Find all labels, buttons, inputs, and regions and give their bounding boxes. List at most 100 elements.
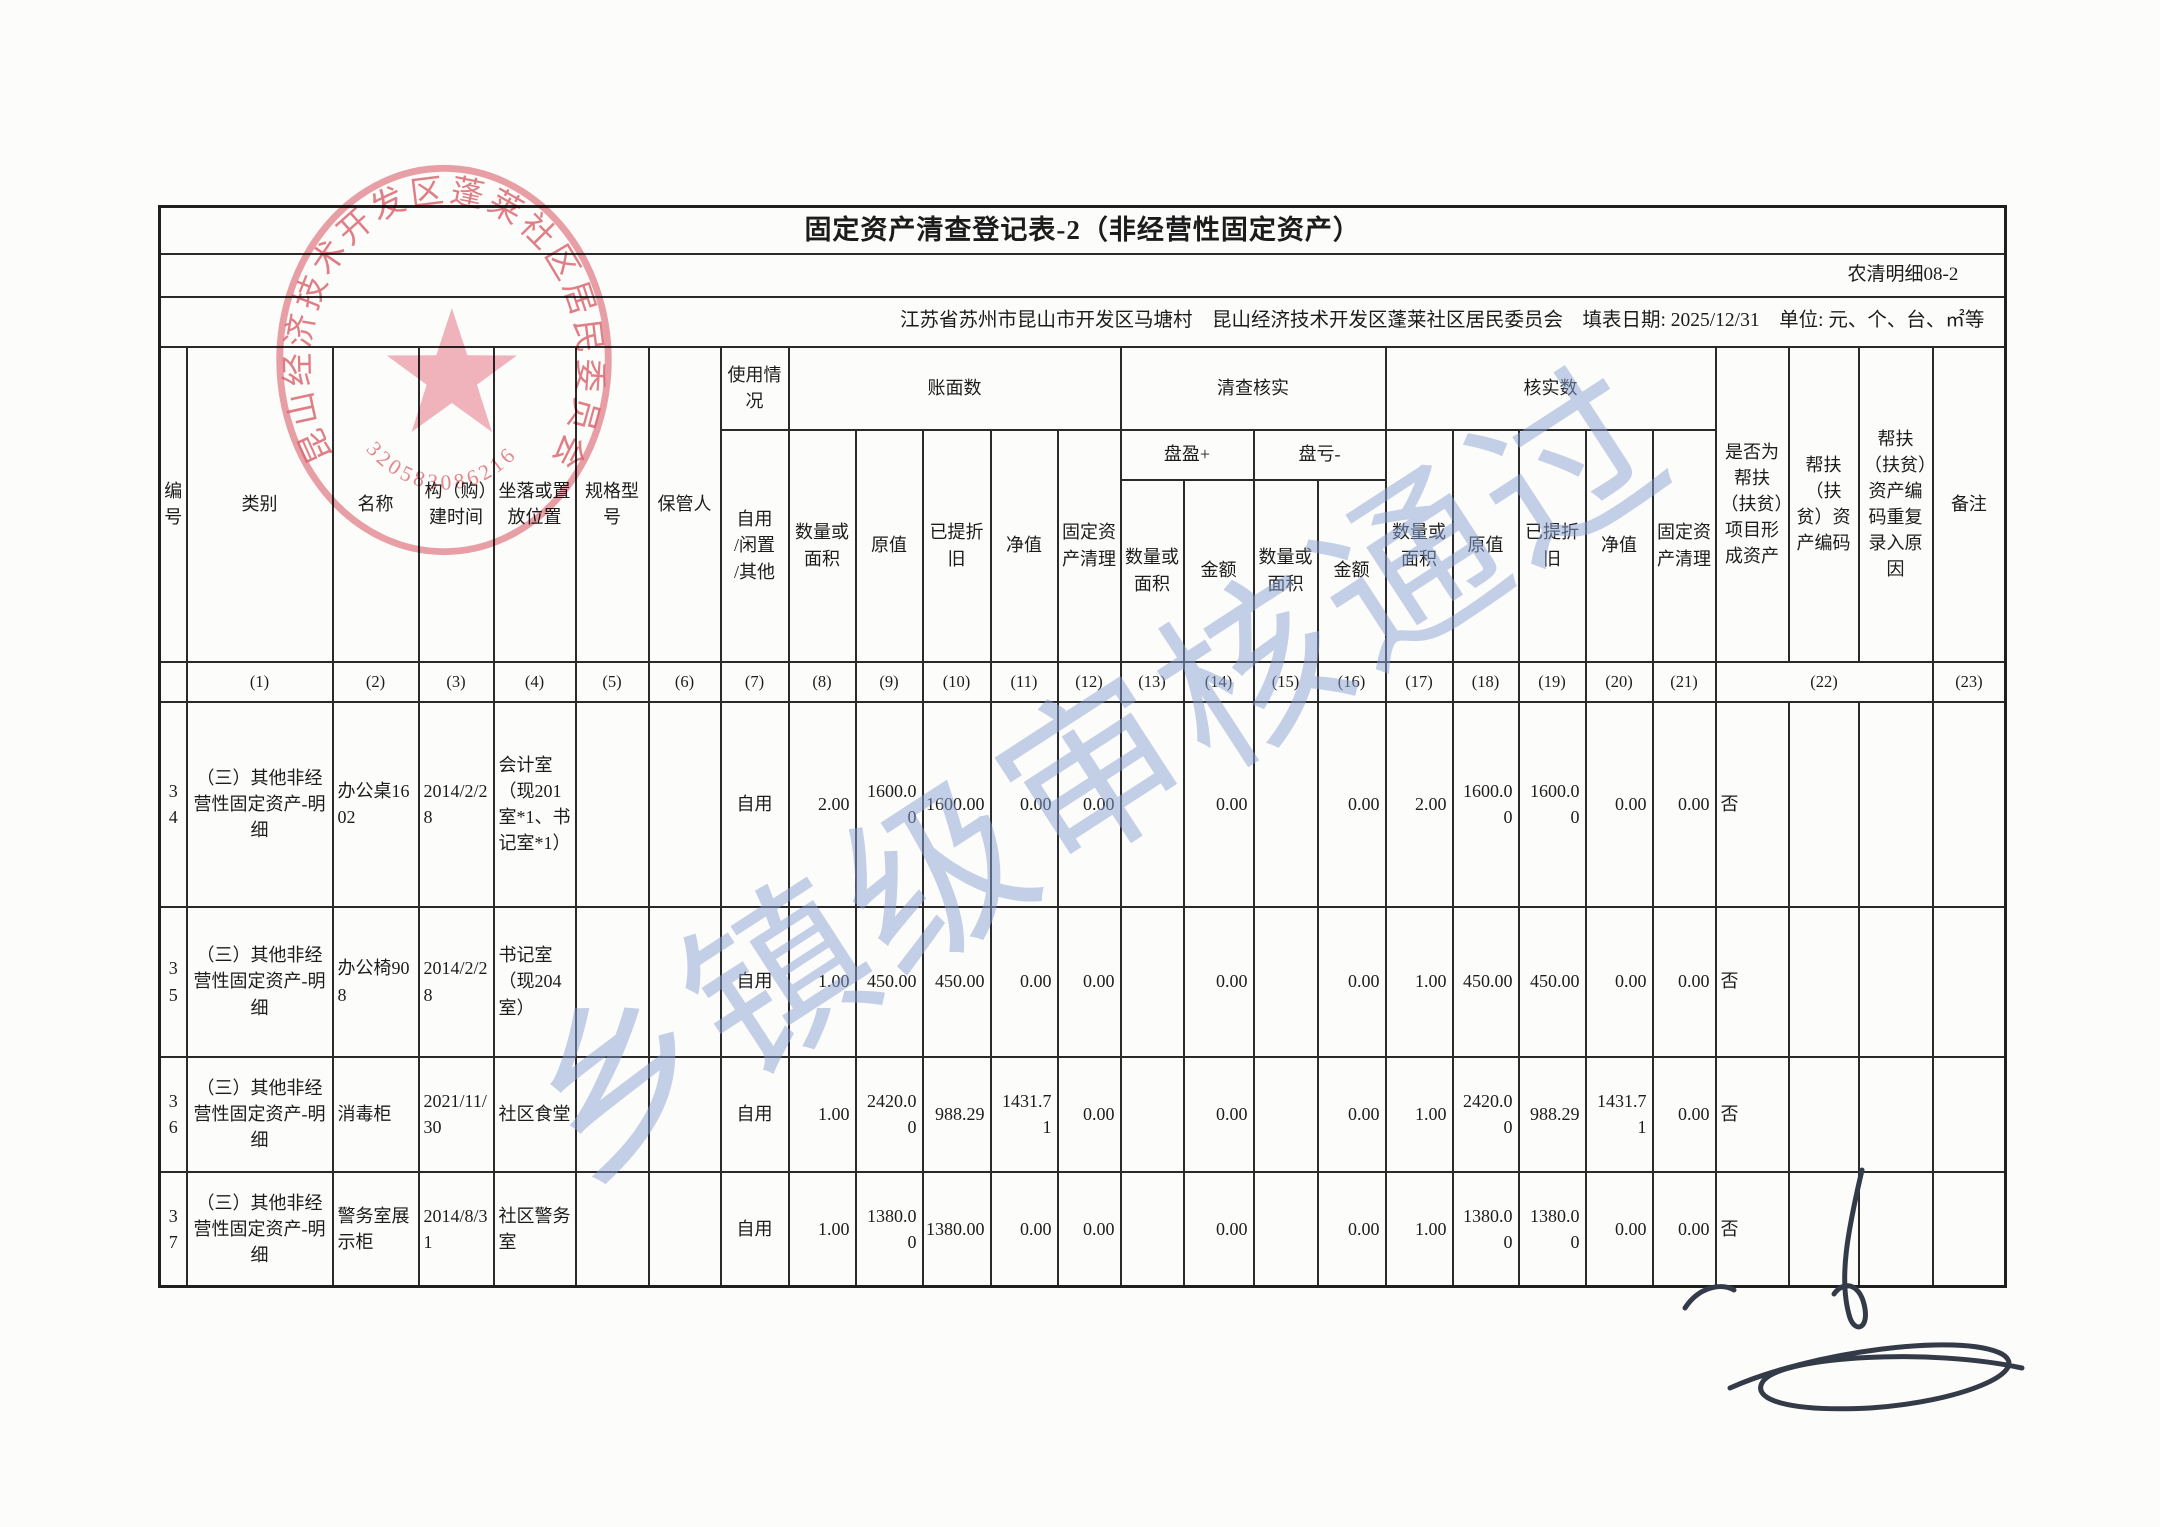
fixed-assets-registry-table: 固定资产清查登记表-2（非经营性固定资产） 农清明细08-2 江苏省苏州市昆山市… (158, 205, 2008, 1288)
cell-location: 社区警务室 (492, 1170, 577, 1288)
cell-aid-dup (1857, 905, 1934, 1058)
org-and-date-line: 江苏省苏州市昆山市开发区马塘村 昆山经济技术开发区蓬莱社区居民委员会 填表日期:… (158, 295, 2007, 348)
group-header-book: 账面数 (787, 345, 1122, 431)
col-header-usage-sub: 自用 /闲置 /其他 (719, 428, 790, 663)
group-header-surplus: 盘盈+ (1119, 428, 1255, 481)
cell-verified-orig: 2420.00 (1451, 1055, 1520, 1173)
table-row: 3 4 （三）其他非经营性固定资产-明细 办公桌1602 2014/2/28 会… (158, 700, 2007, 908)
col-header-deficit-qty: 数量或面积 (1252, 478, 1319, 663)
col-header-name: 名称 (331, 345, 420, 663)
cell-keeper (647, 905, 722, 1058)
col-header-verified-liquid: 固定资产清理 (1651, 428, 1717, 663)
col-num: (4) (492, 660, 577, 703)
col-header-book-depr: 已提折旧 (921, 428, 992, 663)
cell-book-orig: 450.00 (854, 905, 924, 1058)
cell-usage: 自用 (719, 700, 790, 908)
cell-location: 社区食堂 (492, 1055, 577, 1173)
cell-surplus-amount: 0.00 (1182, 905, 1255, 1058)
col-header-keeper: 保管人 (647, 345, 722, 663)
cell-book-net: 0.00 (989, 1170, 1059, 1288)
cell-book-depr: 1600.00 (921, 700, 992, 908)
col-num: (8) (787, 660, 857, 703)
cell-usage: 自用 (719, 1055, 790, 1173)
cell-remark (1931, 905, 2007, 1058)
cell-surplus-amount: 0.00 (1182, 1055, 1255, 1173)
cell-verified-depr: 450.00 (1517, 905, 1587, 1058)
cell-keeper (647, 700, 722, 908)
form-code: 农清明细08-2 (158, 252, 2007, 298)
col-header-no: 编号 (158, 345, 188, 663)
cell-build-time: 2014/8/31 (417, 1170, 495, 1288)
cell-verified-orig: 450.00 (1451, 905, 1520, 1058)
col-header-remark: 备注 (1931, 345, 2007, 663)
group-header-deficit: 盘亏- (1252, 428, 1387, 481)
cell-is-aid: 否 (1714, 1170, 1790, 1288)
col-header-verified-net: 净值 (1584, 428, 1654, 663)
cell-book-liquid: 0.00 (1056, 1055, 1122, 1173)
cell-book-liquid: 0.00 (1056, 700, 1122, 908)
cell-build-time: 2021/11/30 (417, 1055, 495, 1173)
col-num: (17) (1384, 660, 1454, 703)
page-title: 固定资产清查登记表-2（非经营性固定资产） (158, 205, 2007, 255)
cell-remark (1931, 1170, 2007, 1288)
cell-book-net: 0.00 (989, 700, 1059, 908)
group-header-usage: 使用情况 (719, 345, 790, 431)
col-header-book-net: 净值 (989, 428, 1059, 663)
cell-no: 3 4 (158, 700, 188, 908)
col-header-spec: 规格型号 (574, 345, 650, 663)
cell-deficit-qty (1252, 700, 1319, 908)
cell-book-orig: 1380.00 (854, 1170, 924, 1288)
cell-verified-net: 0.00 (1584, 905, 1654, 1058)
col-num: (1) (185, 660, 334, 703)
cell-verified-depr: 1380.00 (1517, 1170, 1587, 1288)
cell-deficit-amount: 0.00 (1316, 905, 1387, 1058)
group-header-verified: 核实数 (1384, 345, 1717, 431)
cell-category: （三）其他非经营性固定资产-明细 (185, 700, 334, 908)
col-header-verified-qty: 数量或面积 (1384, 428, 1454, 663)
cell-aid-code (1787, 1170, 1860, 1288)
cell-verified-orig: 1600.00 (1451, 700, 1520, 908)
cell-name: 消毒柜 (331, 1055, 420, 1173)
col-num: (12) (1056, 660, 1122, 703)
cell-name: 办公椅908 (331, 905, 420, 1058)
cell-verified-net: 1431.71 (1584, 1055, 1654, 1173)
cell-book-qty: 1.00 (787, 905, 857, 1058)
cell-name: 警务室展示柜 (331, 1170, 420, 1288)
col-header-book-orig: 原值 (854, 428, 924, 663)
col-header-category: 类别 (185, 345, 334, 663)
table-row: 3 5 （三）其他非经营性固定资产-明细 办公椅908 2014/2/28 书记… (158, 905, 2007, 1058)
cell-verified-net: 0.00 (1584, 1170, 1654, 1288)
cell-name: 办公桌1602 (331, 700, 420, 908)
col-num: (6) (647, 660, 722, 703)
cell-is-aid: 否 (1714, 700, 1790, 908)
cell-usage: 自用 (719, 1170, 790, 1288)
cell-aid-dup (1857, 700, 1934, 908)
col-num: (19) (1517, 660, 1587, 703)
cell-keeper (647, 1055, 722, 1173)
cell-book-liquid: 0.00 (1056, 1170, 1122, 1288)
cell-verified-qty: 1.00 (1384, 1170, 1454, 1288)
cell-no: 3 6 (158, 1055, 188, 1173)
col-header-is-aid: 是否为帮扶（扶贫）项目形成资产 (1714, 345, 1790, 663)
cell-verified-qty: 2.00 (1384, 700, 1454, 908)
cell-deficit-amount: 0.00 (1316, 700, 1387, 908)
cell-verified-orig: 1380.00 (1451, 1170, 1520, 1288)
col-header-deficit-amount: 金额 (1316, 478, 1387, 663)
col-header-aid-dup: 帮扶（扶贫）资产编码重复录入原因 (1857, 345, 1934, 663)
col-num: (9) (854, 660, 924, 703)
cell-book-orig: 1600.00 (854, 700, 924, 908)
table-row: 3 7 （三）其他非经营性固定资产-明细 警务室展示柜 2014/8/31 社区… (158, 1170, 2007, 1288)
cell-book-depr: 450.00 (921, 905, 992, 1058)
col-header-build-time: 构（购）建时间 (417, 345, 495, 663)
cell-surplus-qty (1119, 1055, 1185, 1173)
cell-book-qty: 2.00 (787, 700, 857, 908)
cell-verified-depr: 1600.00 (1517, 700, 1587, 908)
table-row: 3 6 （三）其他非经营性固定资产-明细 消毒柜 2021/11/30 社区食堂… (158, 1055, 2007, 1173)
group-header-check: 清查核实 (1119, 345, 1387, 431)
cell-no: 3 7 (158, 1170, 188, 1288)
col-header-aid-code: 帮扶（扶贫）资产编码 (1787, 345, 1860, 663)
col-num: (11) (989, 660, 1059, 703)
cell-deficit-qty (1252, 1055, 1319, 1173)
cell-category: （三）其他非经营性固定资产-明细 (185, 1170, 334, 1288)
